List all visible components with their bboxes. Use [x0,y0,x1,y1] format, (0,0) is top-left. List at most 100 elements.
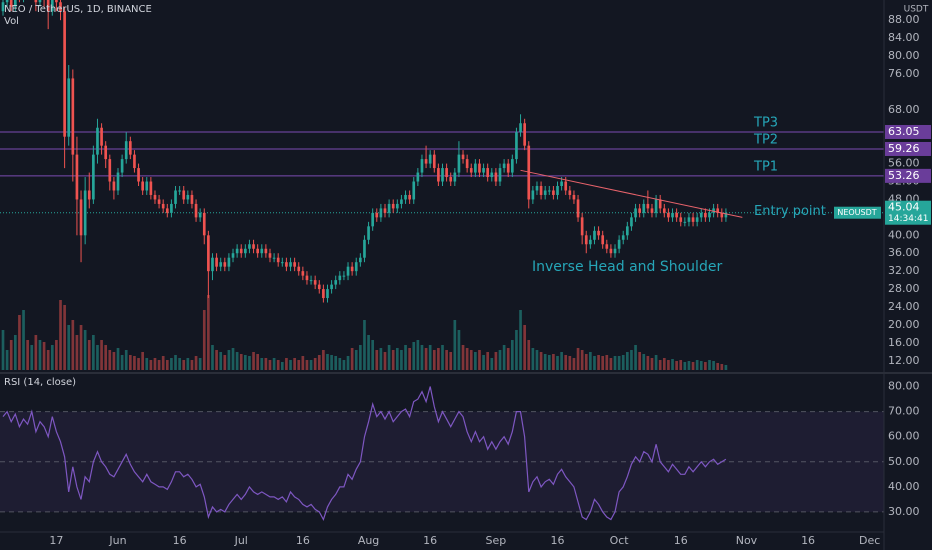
volume-bar [161,356,165,370]
volume-bar [350,348,354,370]
candle-body [244,248,247,254]
candle-body [301,271,305,276]
candle-body [124,141,128,160]
volume-bar [309,360,313,370]
volume-bar [371,340,375,370]
candle-body [46,0,50,12]
x-tick-label: Dec [859,534,880,547]
volume-bar [519,310,522,370]
target-price-box [885,168,931,183]
candle-body [55,0,58,3]
candle-body [342,275,346,277]
candle-body [83,190,87,236]
volume-bar [531,348,535,370]
target-label: TP2 [753,132,778,147]
candle-body [535,186,539,191]
volume-bar [157,360,161,370]
volume-bar [178,358,181,370]
volume-bar [30,345,34,370]
candle-body [63,11,66,137]
currency: USDT [904,5,929,15]
candle-body [395,203,399,209]
volume-bar [712,361,715,370]
rsi-tick-label: 60.00 [888,430,920,443]
price-axis [884,0,932,550]
candle-body [59,2,62,12]
volume-bar [560,352,563,370]
candle-body [141,181,144,191]
candle-body [687,217,691,222]
volume-bar [502,345,506,370]
volume-bar [515,330,518,370]
volume-bar [658,360,662,370]
candle-body [621,235,625,240]
y-tick-label: 12.00 [888,354,920,367]
volume-bar [120,355,124,370]
candle-body [207,235,210,272]
candle-body [9,0,13,7]
candle-body [428,154,432,164]
y-tick-label: 24.00 [888,300,920,313]
y-tick-label: 84.00 [888,31,920,44]
volume-bar [367,335,370,370]
trendline [520,169,743,218]
candle-body [108,159,112,182]
volume-bar [568,356,572,370]
candle-body [1,2,5,12]
volume-bar [330,355,333,370]
candle-body [580,217,584,236]
volume-bar [116,348,120,370]
volume-bar [416,340,420,370]
candle-body [13,0,17,7]
candle-body [120,159,124,173]
candle-body [609,248,613,254]
volume-bar [576,348,580,370]
volume-bar [186,358,190,370]
candle-body [502,163,506,169]
volume-bar [457,330,461,370]
volume-bar [239,354,243,370]
x-tick-label: 16 [801,534,815,547]
labels: 17 Jun 16 Jul 16 Aug 16 Sep 16 Oct 16 Nov 16 Dec 88.00… [49,13,931,547]
volume-bar [679,360,683,370]
volume-bar [34,335,38,370]
x-tick-label: Jun [108,534,126,547]
volume-bar [190,360,194,370]
volume-bar [634,345,637,370]
volume-bar [543,354,547,370]
volume-bar [334,356,338,370]
candle-body [441,168,444,182]
candle-body [605,244,609,249]
candle-body [457,154,461,173]
volume-bar [584,354,588,370]
volume-bar [235,352,239,370]
volume-bar [695,360,699,370]
candle-body [289,262,292,267]
candle-body [202,212,206,236]
candle-body [552,190,555,195]
candle-body [367,226,370,240]
candle-body [404,194,407,200]
candle-body [264,248,268,254]
volume-bar [556,356,559,370]
volume-bar [465,348,469,370]
volume-bar [589,352,592,370]
x-tick-label: Sep [486,534,507,547]
volume-bar [289,360,292,370]
volume-bar [285,358,288,370]
volume-bar [112,352,116,370]
candle-body [322,289,325,299]
volume-bar [699,361,703,370]
candle-body [634,208,637,218]
candle-body [695,217,699,222]
candle-body [724,212,728,218]
volume-bar [268,360,272,370]
volume-bar [13,335,17,370]
volume-bar [170,358,173,370]
volume-bar [683,362,687,370]
candle-body [334,280,338,285]
volume-bar [92,335,95,370]
candle-body [371,212,375,227]
volume-bar [9,340,13,370]
